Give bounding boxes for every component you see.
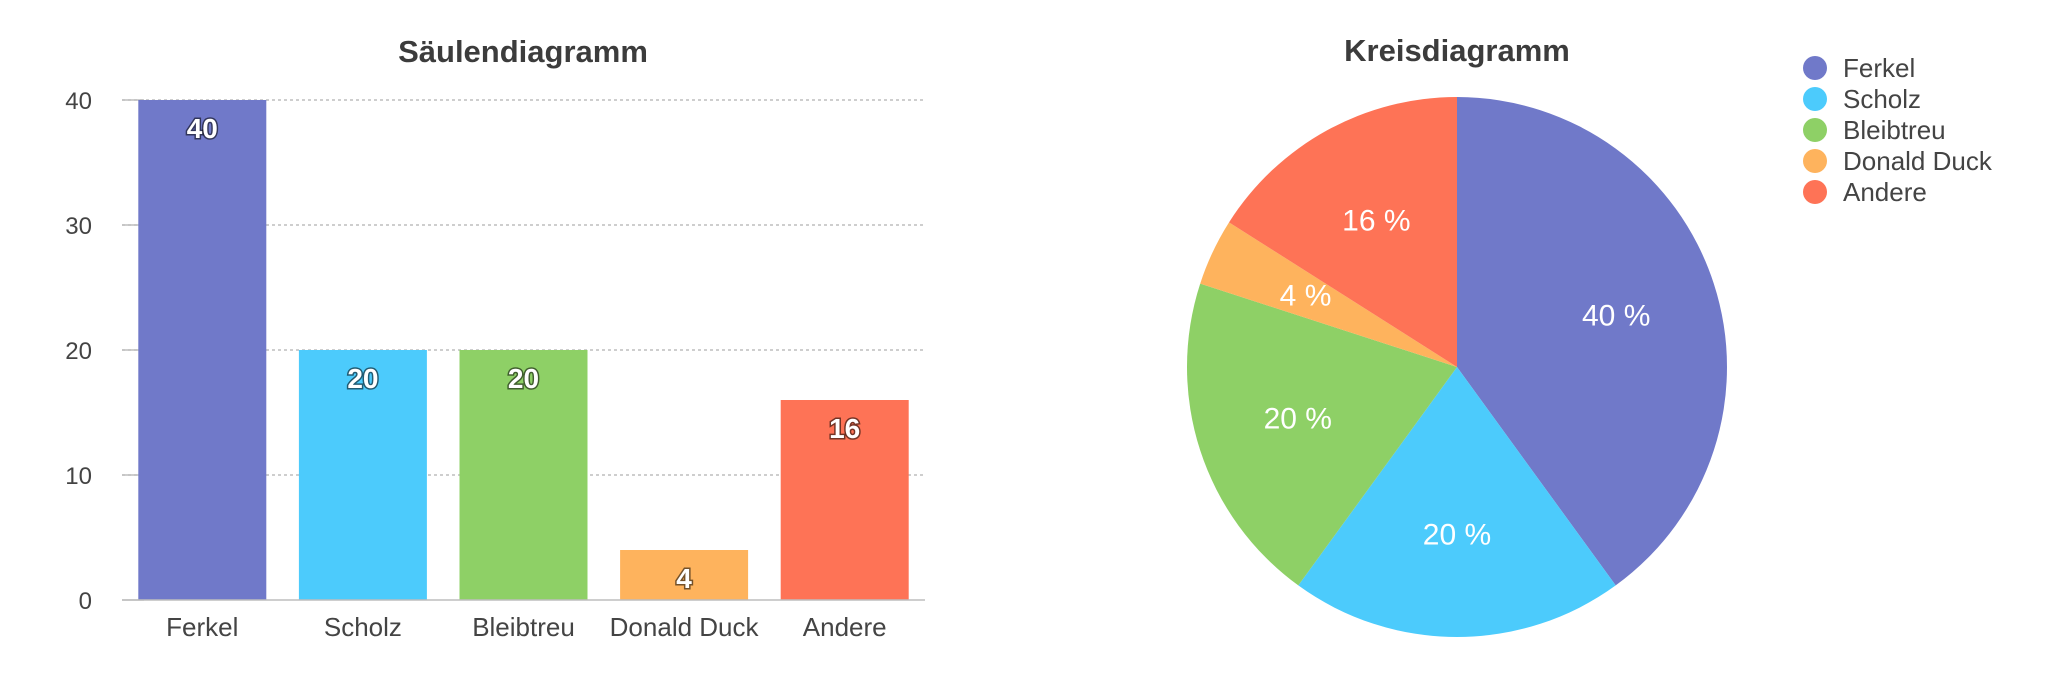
bar — [298, 350, 427, 600]
pie-slice — [1229, 97, 1457, 367]
pie-slice-label: 20 % — [1264, 403, 1332, 436]
bar-value-label: 40 — [187, 113, 218, 144]
x-tick-label: Bleibtreu — [472, 612, 575, 642]
legend-swatch — [1803, 180, 1827, 204]
legend-label: Andere — [1843, 177, 1927, 207]
pie-slice — [1187, 283, 1457, 586]
bar — [138, 100, 267, 600]
pie-slice — [1200, 222, 1457, 367]
bar — [780, 400, 909, 600]
x-tick-label: Ferkel — [166, 612, 238, 642]
bar-chart-title: Säulendiagramm — [398, 34, 648, 69]
bar-value-label: 4 — [676, 563, 692, 594]
pie-chart: Kreisdiagramm 40 % 20 % 20 % 4 % 16 % Ferkel… — [1187, 33, 1993, 637]
y-tick-label: 40 — [65, 88, 92, 115]
legend-label: Bleibtreu — [1843, 115, 1946, 145]
pie-slices — [1187, 97, 1727, 637]
legend-swatch — [1803, 118, 1827, 142]
bar-value-label: 16 — [829, 413, 860, 444]
legend-swatch — [1803, 87, 1827, 111]
legend-swatch — [1803, 149, 1827, 173]
bar-value-label: 20 — [347, 363, 378, 394]
pie-slice-label: 16 % — [1342, 204, 1410, 237]
pie-slice-label: 4 % — [1280, 280, 1332, 313]
bar — [459, 350, 588, 600]
pie-slice-label: 40 % — [1582, 299, 1650, 332]
y-tick-label: 20 — [65, 338, 92, 365]
y-tick-label: 0 — [79, 588, 92, 615]
pie-slice-labels: 40 % 20 % 20 % 4 % 16 % — [1264, 204, 1651, 551]
legend-label: Ferkel — [1843, 53, 1915, 83]
pie-slice — [1298, 367, 1616, 637]
x-axis-ticks: Ferkel Scholz Bleibtreu Donald Duck Andere — [166, 612, 886, 642]
bar — [620, 550, 749, 600]
legend-swatch — [1803, 56, 1827, 80]
bar-chart: Säulendiagramm 0 10 20 30 40 40 20 20 4 16 Ferke… — [65, 34, 925, 642]
y-tick-label: 10 — [65, 463, 92, 490]
pie-slice-label: 20 % — [1423, 518, 1491, 551]
pie-chart-title: Kreisdiagramm — [1344, 33, 1570, 68]
x-tick-label: Andere — [803, 612, 887, 642]
pie-slice — [1457, 97, 1727, 586]
bar-value-label: 20 — [508, 363, 539, 394]
y-tick-label: 30 — [65, 213, 92, 240]
bar-series: 40 20 20 4 16 — [138, 100, 909, 600]
legend-label: Scholz — [1843, 84, 1921, 114]
y-axis-ticks: 0 10 20 30 40 — [65, 88, 92, 615]
legend-label: Donald Duck — [1843, 146, 1993, 176]
x-tick-label: Scholz — [324, 612, 402, 642]
x-tick-label: Donald Duck — [610, 612, 760, 642]
